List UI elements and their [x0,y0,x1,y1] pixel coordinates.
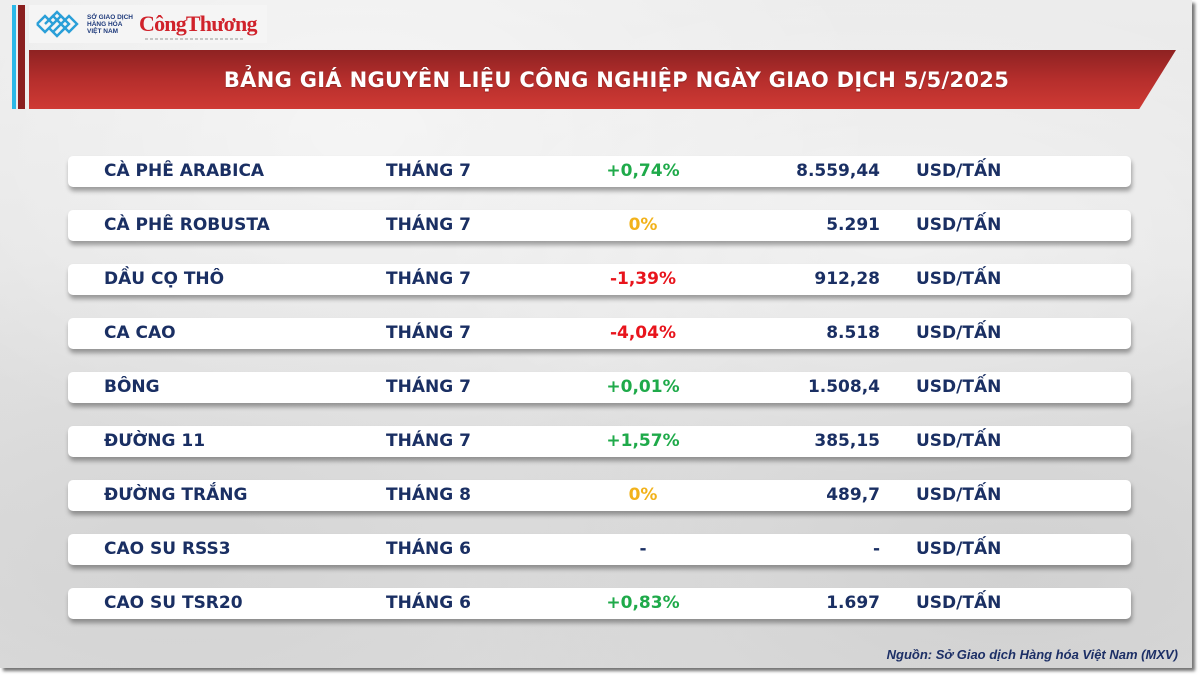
price-value: 1.508,4 [807,377,880,397]
commodity-name: CÀ PHÊ ROBUSTA [104,215,270,235]
price-change: -1,39% [609,269,677,289]
page-title: BẢNG GIÁ NGUYÊN LIỆU CÔNG NGHIỆP NGÀY GI… [223,67,1010,92]
table-row: CAO SU RSS3 THÁNG 6 - - USD/TẤN [68,534,1131,565]
table-row: ĐƯỜNG 11 THÁNG 7 +1,57% 385,15 USD/TẤN [68,426,1131,457]
price-unit: USD/TẤN [916,269,1002,289]
contract-month: THÁNG 7 [386,431,471,451]
table-row: CÀ PHÊ ROBUSTA THÁNG 7 0% 5.291 USD/TẤN [68,210,1131,241]
price-value: 8.518 [826,323,880,343]
price-unit: USD/TẤN [916,377,1002,397]
price-value: 912,28 [814,269,880,289]
table-row: BÔNG THÁNG 7 +0,01% 1.508,4 USD/TẤN [68,372,1131,403]
price-change: 0% [628,485,658,505]
price-change: +0,01% [606,377,680,397]
table-row: CÀ PHÊ ARABICA THÁNG 7 +0,74% 8.559,44 USD/T… [68,156,1131,187]
price-change: 0% [628,215,658,235]
price-value: 5.291 [826,215,880,235]
price-value: - [872,539,880,559]
brand-tagline [145,38,245,40]
table-row: CAO SU TSR20 THÁNG 6 +0,83% 1.697 USD/TẤN [68,588,1131,619]
contract-month: THÁNG 6 [386,539,471,559]
price-value: 1.697 [826,593,880,613]
org-line-3: VIỆT NAM [87,27,119,35]
table-row: CA CAO THÁNG 7 -4,04% 8.518 USD/TẤN [68,318,1131,349]
mxv-org-name: SỞ GIAO DỊCH HÀNG HÓA VIỆT NAM [87,14,137,35]
price-value: 489,7 [826,485,880,505]
price-change: -4,04% [609,323,677,343]
contract-month: THÁNG 6 [386,593,471,613]
price-unit: USD/TẤN [916,161,1002,181]
price-unit: USD/TẤN [916,323,1002,343]
title-banner: BẢNG GIÁ NGUYÊN LIỆU CÔNG NGHIỆP NGÀY GI… [29,50,1176,109]
contract-month: THÁNG 8 [386,485,471,505]
table-row: DẦU CỌ THÔ THÁNG 7 -1,39% 912,28 USD/TẤN [68,264,1131,295]
price-change: +0,83% [606,593,680,613]
commodity-name: CAO SU RSS3 [104,539,231,559]
price-change: +0,74% [606,161,680,181]
contract-month: THÁNG 7 [386,377,471,397]
price-change: - [639,539,647,559]
price-unit: USD/TẤN [916,593,1002,613]
price-change: +1,57% [606,431,680,451]
source-note: Nguồn: Sở Giao dịch Hàng hóa Việt Nam (M… [886,647,1178,662]
commodity-name: ĐƯỜNG TRẮNG [104,485,248,505]
accent-bar-red [18,5,25,109]
price-unit: USD/TẤN [916,485,1002,505]
commodity-name: CA CAO [104,323,176,343]
commodity-name: BÔNG [104,377,160,397]
contract-month: THÁNG 7 [386,161,471,181]
price-unit: USD/TẤN [916,539,1002,559]
contract-month: THÁNG 7 [386,269,471,289]
commodity-name: ĐƯỜNG 11 [104,431,206,451]
accent-bar-cyan [12,5,16,109]
commodity-name: CÀ PHÊ ARABICA [104,161,265,181]
header-logos: SỞ GIAO DỊCH HÀNG HÓA VIỆT NAM CôngThươn… [29,5,267,43]
org-line-1: SỞ GIAO DỊCH [87,13,133,21]
commodity-name: CAO SU TSR20 [104,593,243,613]
price-unit: USD/TẤN [916,431,1002,451]
price-unit: USD/TẤN [916,215,1002,235]
mxv-logo-icon [36,10,79,38]
org-line-2: HÀNG HÓA [87,20,123,28]
contract-month: THÁNG 7 [386,215,471,235]
contract-month: THÁNG 7 [386,323,471,343]
table-row: ĐƯỜNG TRẮNG THÁNG 8 0% 489,7 USD/TẤN [68,480,1131,511]
price-value: 385,15 [814,431,880,451]
cong-thuong-logo: CôngThương [139,11,257,40]
commodity-name: DẦU CỌ THÔ [104,269,225,289]
price-value: 8.559,44 [796,161,880,181]
brand-name: CôngThương [139,11,257,36]
